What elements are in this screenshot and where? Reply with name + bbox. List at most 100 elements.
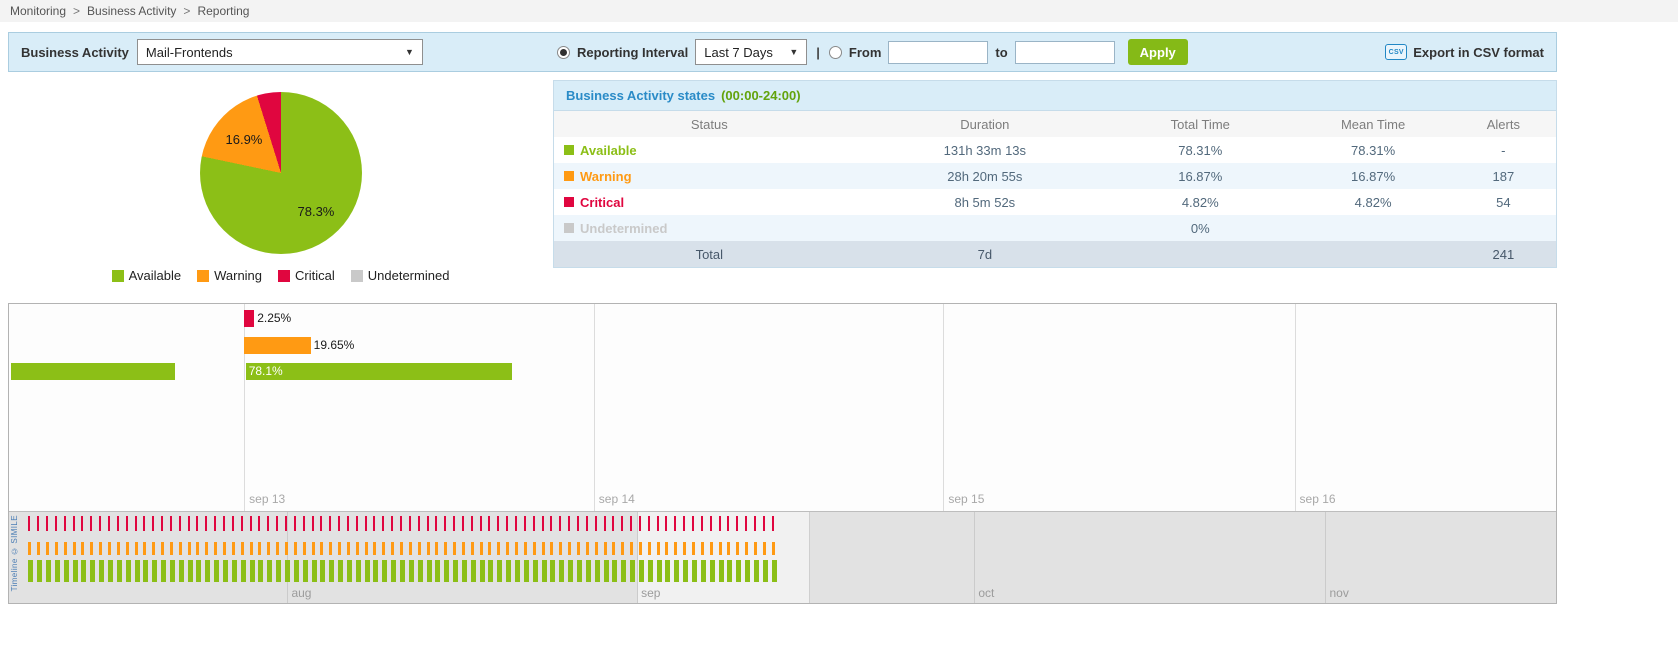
overview-event-tick-warning bbox=[532, 542, 536, 555]
business-activity-selected-value: Mail-Frontends bbox=[145, 44, 233, 60]
overview-event-tick-critical bbox=[338, 516, 341, 531]
timeline-month-gridline bbox=[1325, 512, 1327, 603]
apply-button[interactable]: Apply bbox=[1127, 39, 1188, 65]
timeline-day-label: sep 13 bbox=[249, 492, 286, 506]
overview-event-tick-critical bbox=[81, 516, 84, 531]
timeline-bar-value: 78.1% bbox=[248, 364, 283, 378]
to-date-input[interactable] bbox=[1014, 40, 1115, 64]
overview-event-tick-critical bbox=[461, 516, 464, 531]
overview-event-tick-warning bbox=[311, 542, 315, 555]
mean-time-cell: 78.31% bbox=[1351, 142, 1396, 158]
overview-event-tick-critical bbox=[506, 516, 509, 531]
mean-time-cell: 16.87% bbox=[1351, 168, 1396, 184]
overview-event-tick-available bbox=[435, 560, 441, 582]
duration-cell: 8h 5m 52s bbox=[954, 194, 1016, 210]
overview-event-tick-warning bbox=[647, 542, 651, 555]
legend-item-warning: Warning bbox=[197, 268, 262, 283]
overview-event-tick-warning bbox=[302, 542, 306, 555]
from-date-input[interactable] bbox=[888, 40, 989, 64]
breadcrumb-business-activity[interactable]: Business Activity bbox=[87, 4, 177, 18]
overview-event-tick-warning bbox=[594, 542, 598, 555]
overview-event-tick-available bbox=[683, 560, 689, 582]
warning-status-swatch bbox=[564, 171, 574, 181]
overview-event-tick-available bbox=[400, 560, 405, 582]
overview-event-tick-critical bbox=[426, 516, 429, 531]
legend-label-critical: Critical bbox=[295, 268, 335, 283]
overview-event-tick-available bbox=[665, 560, 671, 582]
states-table-period: (00:00-24:00) bbox=[721, 88, 801, 103]
status-cell: Available bbox=[554, 143, 865, 158]
overview-event-tick-available bbox=[143, 560, 149, 582]
overview-event-tick-critical bbox=[576, 516, 579, 531]
overview-event-tick-available bbox=[28, 560, 34, 582]
timeline-bar-available: 78.1% bbox=[245, 363, 512, 380]
overview-event-tick-warning bbox=[72, 542, 76, 555]
overview-event-tick-warning bbox=[161, 542, 165, 555]
overview-event-tick-warning bbox=[444, 542, 448, 555]
timeline-overview-highlight[interactable] bbox=[637, 512, 811, 603]
legend-label-warning: Warning bbox=[214, 268, 263, 283]
overview-event-tick-critical bbox=[187, 516, 190, 531]
overview-event-tick-warning bbox=[515, 542, 519, 555]
overview-event-tick-available bbox=[647, 560, 653, 582]
timeline-main-band[interactable]: sep 13 sep 14 sep 15 sep 16 2.25% 19.65% 78.1% bbox=[9, 304, 1556, 511]
overview-event-tick-critical bbox=[293, 516, 296, 531]
undetermined-status-swatch bbox=[564, 223, 574, 233]
custom-range-radio[interactable] bbox=[828, 45, 842, 59]
breadcrumb-reporting[interactable]: Reporting bbox=[197, 4, 250, 18]
overview-event-tick-critical bbox=[249, 516, 252, 531]
overview-event-tick-warning bbox=[426, 542, 430, 555]
availability-pie-panel: 78.3% 16.9% Available Warning Critical bbox=[8, 80, 553, 295]
overview-event-tick-warning bbox=[196, 542, 200, 555]
overview-event-tick-critical bbox=[223, 516, 226, 531]
overview-event-tick-available bbox=[382, 560, 388, 582]
business-activity-select[interactable]: Mail-Frontends ▼ bbox=[136, 39, 423, 65]
overview-event-tick-critical bbox=[523, 516, 526, 531]
overview-event-tick-critical bbox=[568, 516, 571, 531]
timeline-month-label: aug bbox=[291, 586, 312, 600]
timeline-day-label: sep 16 bbox=[1299, 492, 1336, 506]
overview-event-tick-available bbox=[293, 560, 299, 582]
overview-event-tick-available bbox=[745, 560, 751, 582]
overview-event-tick-warning bbox=[745, 542, 749, 555]
timeline-day-gridline bbox=[943, 304, 945, 511]
overview-event-tick-available bbox=[453, 560, 459, 582]
overview-event-tick-warning bbox=[674, 542, 678, 555]
breadcrumb-monitoring[interactable]: Monitoring bbox=[10, 4, 67, 18]
overview-event-tick-available bbox=[81, 560, 87, 582]
pie-slice-label-available: 78.3% bbox=[297, 204, 335, 219]
critical-status-swatch bbox=[564, 197, 574, 207]
table-row-undetermined: Undetermined 0% bbox=[554, 215, 1556, 241]
overview-event-tick-warning bbox=[559, 542, 563, 555]
overview-event-tick-warning bbox=[134, 542, 138, 555]
overview-event-tick-warning bbox=[665, 542, 669, 555]
reporting-interval-radio[interactable] bbox=[557, 45, 570, 59]
filter-toolbar: Business Activity Mail-Frontends ▼ Repor… bbox=[8, 32, 1557, 72]
total-duration-cell: 7d bbox=[977, 246, 993, 262]
alerts-cell: 54 bbox=[1496, 194, 1511, 210]
overview-event-tick-critical bbox=[435, 516, 438, 531]
overview-event-tick-available bbox=[470, 560, 476, 582]
status-label-available: Available bbox=[580, 142, 637, 158]
overview-event-tick-available bbox=[771, 560, 777, 582]
timeline-overview-band[interactable]: Timeline © SIMILE aug sep oct nov bbox=[9, 511, 1556, 603]
overview-event-tick-available bbox=[718, 560, 724, 582]
overview-event-tick-available bbox=[594, 560, 600, 582]
header-status: Status bbox=[690, 116, 728, 132]
timeline-bar-value: 19.65% bbox=[313, 338, 355, 352]
overview-event-tick-critical bbox=[453, 516, 456, 531]
reporting-interval-select[interactable]: Last 7 Days ▼ bbox=[695, 39, 808, 65]
overview-event-tick-warning bbox=[338, 542, 342, 555]
overview-event-tick-available bbox=[196, 560, 202, 582]
timeline-day-label: sep 15 bbox=[948, 492, 985, 506]
overview-event-tick-critical bbox=[373, 516, 376, 531]
overview-event-tick-critical bbox=[417, 516, 420, 531]
states-table-panel: Business Activity states (00:00-24:00) S… bbox=[553, 80, 1557, 268]
overview-event-tick-critical bbox=[753, 516, 756, 531]
timeline-month-label: nov bbox=[1329, 586, 1349, 600]
export-csv-link[interactable]: CSV Export in CSV format bbox=[1385, 44, 1544, 60]
to-label: to bbox=[995, 44, 1008, 60]
overview-event-tick-critical bbox=[621, 516, 624, 531]
table-row-critical: Critical 8h 5m 52s 4.82% 4.82% 54 bbox=[554, 189, 1556, 215]
overview-event-tick-available bbox=[709, 560, 715, 582]
